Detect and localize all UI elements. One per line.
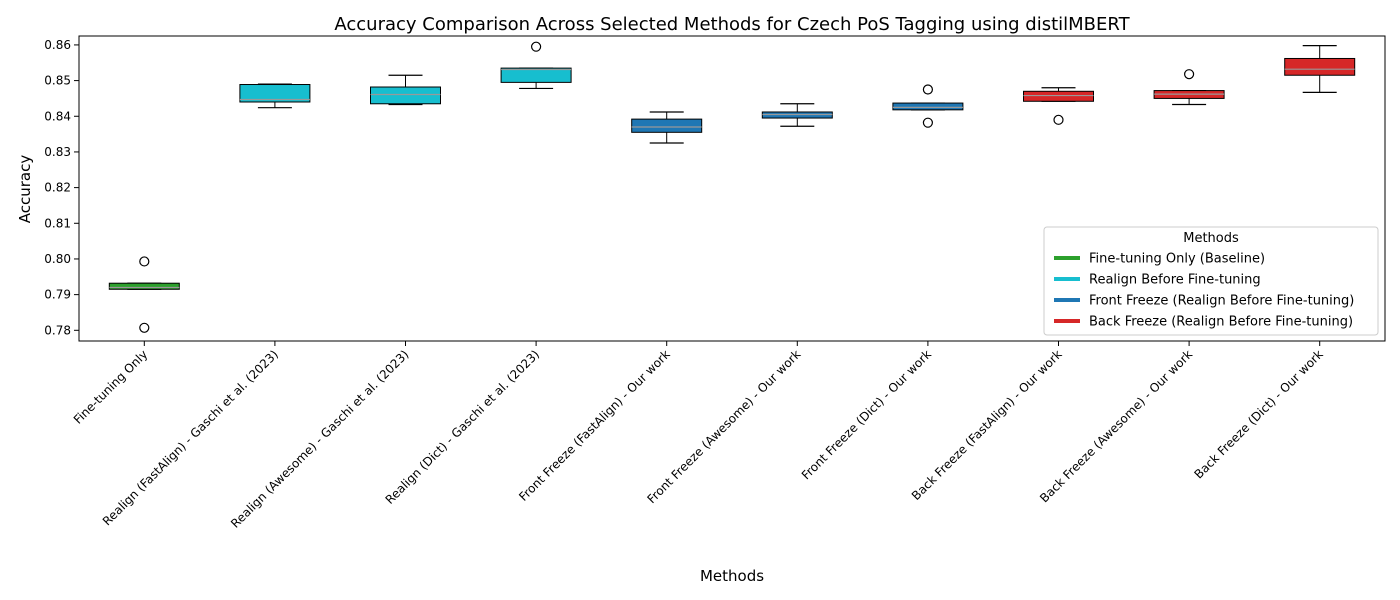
box-group — [370, 74, 441, 106]
legend-title: Methods — [1183, 231, 1239, 246]
box — [108, 282, 180, 290]
x-tick-label: Back Freeze (FastAlign) - Our work — [909, 347, 1065, 503]
legend-entry-label: Fine-tuning Only (Baseline) — [1089, 252, 1265, 267]
x-tick-label: Realign (Dict) - Gaschi et al. (2023) — [383, 347, 543, 507]
y-tick-label: 0.86 — [44, 38, 71, 52]
legend-frame — [1043, 226, 1379, 336]
box — [1284, 57, 1356, 76]
y-tick-label: 0.78 — [44, 323, 71, 337]
x-tick-label: Back Freeze (Dict) - Our work — [1192, 347, 1326, 481]
x-tick-label: Back Freeze (Awesome) - Our work — [1037, 347, 1195, 505]
x-tick-label: Front Freeze (Dict) - Our work — [799, 347, 934, 482]
outlier-point — [139, 322, 150, 333]
legend-entry-label: Back Freeze (Realign Before Fine-tuning) — [1089, 315, 1353, 330]
outlier-point — [1053, 114, 1064, 125]
box — [631, 118, 703, 133]
boxes-layer — [108, 41, 1356, 333]
box — [500, 67, 572, 83]
legend: Methods Fine-tuning Only (Baseline) Reali… — [1043, 226, 1379, 336]
box — [1023, 90, 1094, 102]
box — [892, 102, 964, 111]
x-tick-label: Fine-tuning Only — [71, 347, 151, 427]
y-tick-label: 0.82 — [44, 181, 71, 195]
y-tick-label: 0.81 — [44, 216, 71, 230]
box-group — [1023, 87, 1094, 125]
box-group — [1284, 45, 1356, 93]
box-group — [1153, 69, 1225, 106]
outlier-point — [1183, 69, 1195, 80]
y-tick-label: 0.85 — [44, 74, 71, 88]
box-group — [108, 256, 180, 333]
chart-title: Accuracy Comparison Across Selected Meth… — [334, 14, 1130, 35]
outlier-point — [139, 256, 150, 267]
box-group — [892, 84, 964, 128]
y-tick-label: 0.80 — [44, 252, 71, 266]
box-group — [631, 111, 703, 144]
y-tick-label: 0.83 — [44, 145, 71, 159]
y-axis: 0.78 0.79 0.80 0.81 0.82 0.83 0.84 0.85 0.86 — [44, 38, 79, 337]
outlier-point — [530, 41, 542, 52]
outlier-point — [922, 84, 934, 95]
box-group — [239, 83, 311, 109]
x-tick-label: Front Freeze (Awesome) - Our work — [644, 347, 803, 506]
legend-entry-label: Front Freeze (Realign Before Fine-tuning… — [1089, 294, 1354, 309]
box — [239, 84, 311, 103]
outlier-point — [922, 117, 934, 128]
y-axis-title: Accuracy — [16, 155, 34, 224]
box — [370, 86, 441, 105]
x-axis-title: Methods — [700, 567, 764, 585]
legend-entry-label: Realign Before Fine-tuning — [1089, 273, 1261, 288]
plot-area-frame — [78, 35, 1386, 342]
box-group — [761, 103, 833, 127]
y-tick-label: 0.79 — [44, 288, 71, 302]
y-tick-label: 0.84 — [44, 109, 71, 123]
box-group — [500, 41, 572, 90]
x-tick-label: Front Freeze (FastAlign) - Our work — [516, 347, 673, 504]
